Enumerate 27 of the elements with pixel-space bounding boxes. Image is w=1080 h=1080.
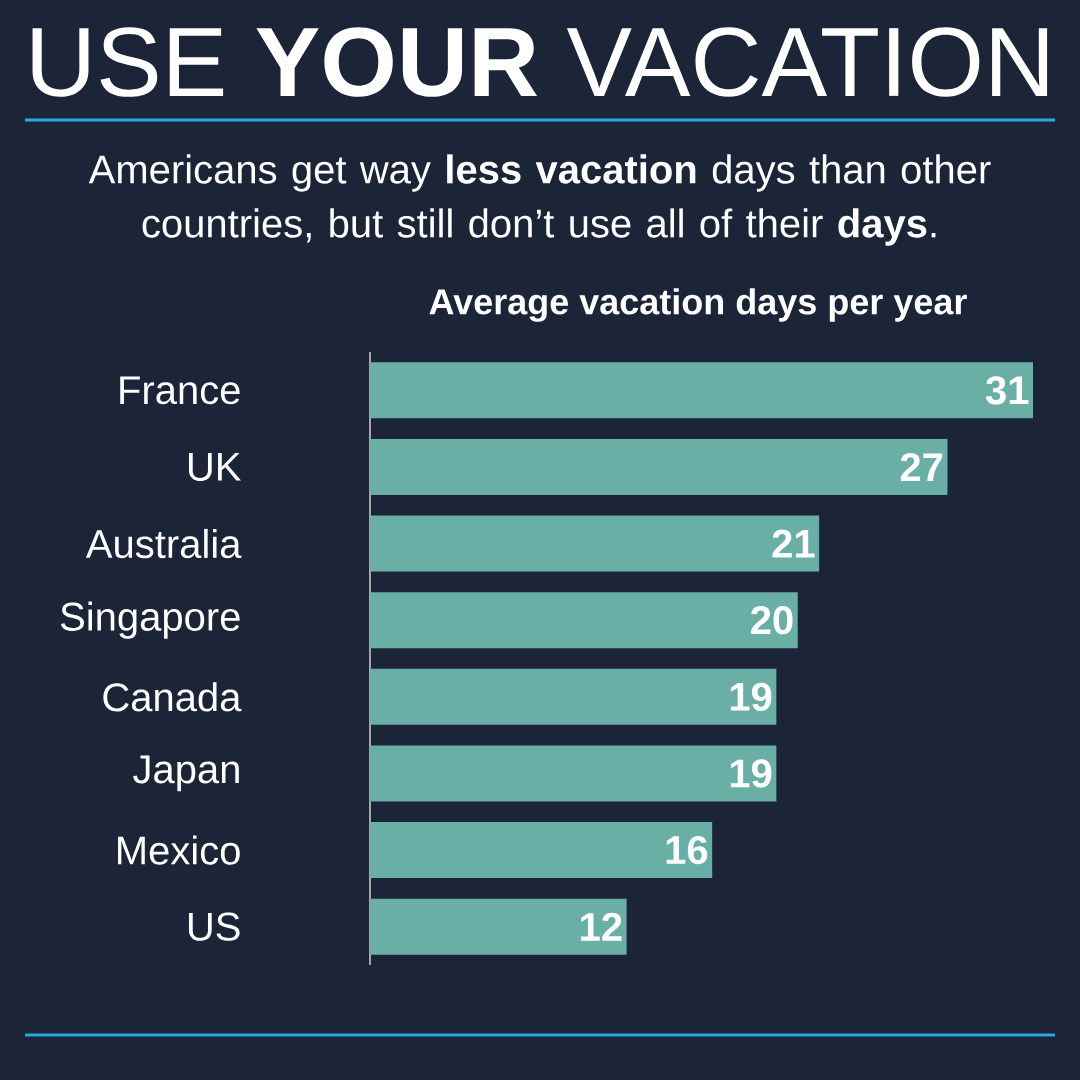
bar [370,362,1033,419]
chart-subtitle: Americans get way less vacation days than other countries, but still don’t use all of their days. [88,154,991,246]
data-label: 31 [985,376,1029,405]
y-tick-label: US [188,912,240,941]
bar [370,898,627,955]
bar [370,745,777,802]
data-label: 16 [666,835,708,865]
chart-title: USE YOUR VACATION [32,27,1048,97]
data-label: 19 [730,682,772,711]
y-tick-label: Canada [103,682,242,712]
data-label: 27 [900,452,943,481]
bar [370,592,798,649]
bar [370,438,948,495]
x-axis-title: Average vacation days per year [429,288,967,322]
y-tick-label: France [120,376,240,405]
bar [370,822,713,879]
data-label: 19 [730,759,772,788]
data-label: 21 [772,529,815,558]
data-label: 12 [581,912,622,941]
y-tick-label: Mexico [118,835,240,865]
y-tick-label: Japan [133,755,239,792]
bar [370,668,777,725]
data-label: 20 [751,606,793,635]
y-tick-label: Singapore [60,601,240,639]
y-tick-label: UK [188,453,241,481]
y-tick-label: Australia [85,528,242,559]
bar [370,515,820,572]
